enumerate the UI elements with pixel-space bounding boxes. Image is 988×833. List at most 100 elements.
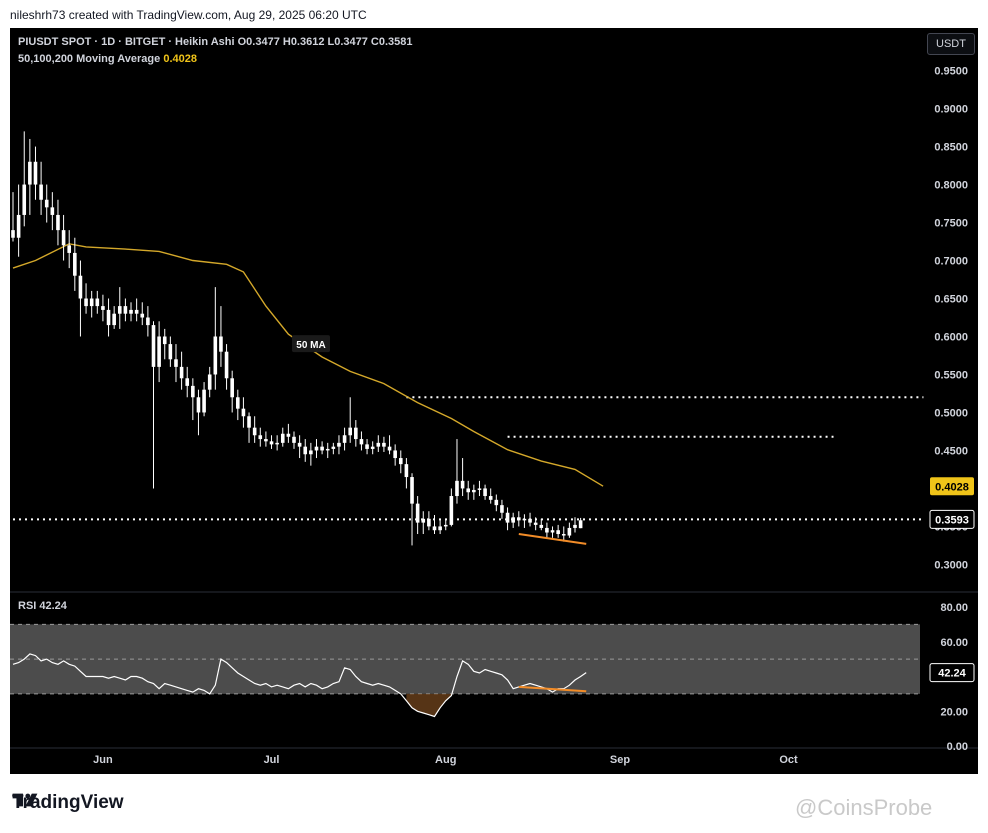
candle-body (292, 436, 296, 443)
candle-body (533, 522, 538, 525)
price-axis-tick: 0.9500 (934, 66, 968, 78)
candle-body (28, 161, 32, 185)
candle-body (39, 184, 43, 200)
candle-body (280, 433, 285, 443)
candle-body (11, 230, 15, 238)
candle-body (539, 524, 544, 528)
candle-body (78, 275, 83, 299)
candle-body (567, 527, 572, 536)
candle-body (179, 366, 184, 379)
candle-body (472, 489, 476, 493)
chart-svg[interactable]: 0.9500 0.9000 0.8500 0.8000 0.7500 0.7000 0.65… (10, 28, 978, 774)
candle-body (573, 524, 577, 528)
time-axis-tick: Sep (610, 754, 630, 766)
candle-body (67, 245, 71, 253)
rsi-legend[interactable]: RSI 42.24 (18, 600, 67, 612)
ma-legend-value: 0.4028 (163, 53, 197, 65)
rsi-line (12, 653, 587, 718)
price-axis-tick: 0.3000 (934, 559, 968, 571)
candle-body (393, 450, 397, 459)
candle-body (505, 512, 510, 523)
ma-legend[interactable]: 50,100,200 Moving Average 0.4028 (18, 51, 413, 68)
candle-body (387, 446, 392, 451)
rsi-oversold-fill (406, 693, 452, 717)
candle-body (449, 496, 454, 525)
candle-body (354, 427, 358, 440)
candle-body (359, 439, 364, 445)
price-axis-tick: 0.8000 (934, 180, 968, 192)
candle-body (252, 427, 257, 436)
candle-body (275, 442, 279, 445)
candle-body (297, 442, 302, 447)
candle-body (303, 446, 308, 455)
price-axis-tick: 0.5500 (934, 369, 968, 381)
candle-body (314, 446, 319, 451)
candle-body (202, 389, 206, 413)
candle-body (443, 524, 448, 527)
rsi-axis-tick: 0.00 (947, 741, 968, 753)
candle-body (427, 518, 431, 527)
price-axis-tick: 0.8500 (934, 142, 968, 154)
candle-body (376, 442, 381, 447)
chart-panel[interactable]: 0.9500 0.9000 0.8500 0.8000 0.7500 0.7000 0.65… (10, 28, 978, 774)
candle-body (528, 518, 532, 523)
currency-button[interactable]: USDT (927, 33, 975, 55)
rsi-band (10, 624, 920, 694)
rsi-axis-tick: 60.00 (940, 637, 968, 649)
price-axis-tick: 0.7000 (934, 256, 968, 268)
candle-body (264, 439, 268, 442)
candle-body (421, 518, 426, 523)
candle-body (438, 526, 442, 531)
candle-body (494, 499, 499, 506)
candle-body (455, 480, 459, 497)
candle-body (134, 309, 139, 314)
candle-body (522, 518, 527, 521)
candle-body (196, 397, 201, 413)
candle-body (325, 448, 330, 451)
tradingview-logo-icon (12, 793, 38, 807)
candle-body (213, 336, 218, 375)
candle-body (224, 351, 229, 379)
coinsprobe-watermark: @CoinsProbe (795, 795, 933, 820)
candle-body (22, 184, 27, 215)
candle-body (162, 336, 167, 345)
candle-body (247, 416, 251, 428)
last-price-badge (929, 509, 975, 529)
time-axis-tick: Jul (264, 754, 280, 766)
rsi-value-badge-text: 42.24 (938, 668, 966, 680)
candle-body (477, 488, 482, 490)
candle-body (556, 530, 560, 535)
candle-body (365, 444, 369, 449)
tradingview-logo[interactable]: TradingView (12, 792, 124, 814)
chart-credit: nileshrh73 created with TradingView.com,… (10, 8, 367, 22)
candle-body (33, 161, 38, 185)
candle-body (348, 427, 352, 436)
candle-body (236, 397, 240, 409)
price-axis-tick: 0.4500 (934, 445, 968, 457)
candle-body (157, 336, 161, 367)
candle-body (398, 458, 403, 465)
price-axis-tick: 0.5000 (934, 407, 968, 419)
rsi-divergence-line (518, 685, 587, 693)
candle-body (337, 442, 341, 447)
candle-body (89, 298, 94, 307)
candle-body (106, 309, 111, 326)
candle-body (320, 446, 324, 451)
time-axis-tick: Oct (779, 754, 798, 766)
candle-body (488, 496, 493, 500)
candle-body (309, 450, 313, 455)
candle-body (466, 488, 471, 493)
candle-body (95, 298, 100, 307)
candle-body (207, 374, 212, 390)
tradingview-logo-text: TradingView (12, 792, 124, 813)
candle-body (331, 446, 336, 449)
rsi-axis-tick: 20.00 (940, 706, 968, 718)
candle-body (241, 408, 246, 417)
symbol-legend[interactable]: PIUSDT SPOT · 1D · BITGET · Heikin Ashi … (18, 36, 413, 48)
ma-price-badge-text: 0.4028 (935, 481, 969, 493)
price-axis-tick: 0.9000 (934, 104, 968, 116)
ma-tag-label: 50 MA (296, 340, 325, 351)
candle-body (61, 230, 66, 246)
candle-body (73, 252, 77, 276)
rsi-axis-tick: 80.00 (940, 602, 968, 614)
